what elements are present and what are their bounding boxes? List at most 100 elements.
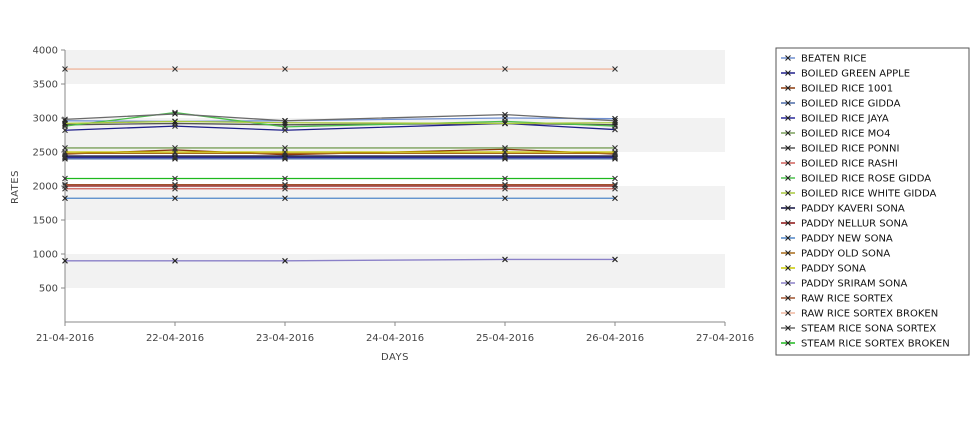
legend-label: BOILED RICE MO4: [801, 129, 891, 140]
legend-label: BEATEN RICE: [801, 54, 867, 65]
legend-swatch-marker: [785, 130, 791, 136]
y-tick-label: 2000: [33, 182, 58, 193]
x-tick-label: 22-04-2016: [146, 333, 204, 344]
data-point-marker: [612, 149, 618, 155]
series-boiled-rice-gidda: [62, 155, 618, 162]
data-point-marker: [502, 195, 508, 202]
x-tick-label: 23-04-2016: [256, 333, 314, 344]
data-point-marker: [502, 256, 508, 263]
legend-label: BOILED RICE WHITE GIDDA: [801, 189, 937, 200]
legend-item: BOILED RICE RASHI: [781, 159, 898, 170]
legend-item: BOILED RICE WHITE GIDDA: [781, 189, 937, 200]
grid-band: [65, 254, 725, 288]
data-point-marker: [62, 257, 68, 264]
legend-label: STEAM RICE SONA SORTEX: [801, 324, 936, 335]
legend-swatch-marker: [785, 175, 791, 181]
data-point-marker: [172, 195, 178, 202]
data-point-marker: [172, 149, 178, 155]
legend-label: PADDY OLD SONA: [801, 249, 890, 260]
legend-item: BOILED RICE MO4: [781, 129, 891, 140]
legend-label: RAW RICE SORTEX: [801, 294, 893, 305]
legend-swatch-marker: [785, 295, 791, 301]
legend-label: PADDY KAVERI SONA: [801, 204, 905, 215]
data-point-marker: [502, 181, 508, 188]
data-point-marker: [282, 181, 288, 188]
data-point-marker: [172, 175, 178, 182]
data-point-marker: [282, 117, 288, 124]
y-tick-label: 1500: [33, 216, 58, 227]
data-point-marker: [172, 181, 178, 188]
y-tick-label: 3500: [33, 80, 58, 91]
grid-band: [65, 50, 725, 84]
legend-item: RAW RICE SORTEX BROKEN: [781, 309, 938, 320]
legend-swatch-marker: [785, 145, 791, 151]
legend-item: PADDY NEW SONA: [781, 234, 893, 245]
data-point-marker: [502, 175, 508, 182]
x-tick-label: 27-04-2016: [696, 333, 754, 344]
y-tick-label: 2500: [33, 148, 58, 159]
legend-swatch-marker: [785, 280, 791, 286]
legend-label: PADDY SONA: [801, 264, 866, 275]
x-tick-label: 25-04-2016: [476, 333, 534, 344]
legend-swatch-marker: [785, 115, 791, 121]
legend-swatch-marker: [785, 55, 791, 61]
data-point-marker: [282, 175, 288, 182]
legend-swatch-marker: [785, 235, 791, 241]
series-paddy-sona: [62, 149, 618, 155]
legend-label: BOILED RICE JAYA: [801, 114, 889, 125]
legend-swatch-marker: [785, 190, 791, 196]
data-point-marker: [612, 150, 618, 157]
data-point-marker: [612, 175, 618, 182]
legend-item: PADDY KAVERI SONA: [781, 204, 905, 215]
data-point-marker: [612, 256, 618, 263]
legend-swatch-marker: [785, 205, 791, 211]
series-steam-rice-sortex-broken: [62, 175, 618, 182]
data-point-marker: [612, 117, 618, 124]
data-point-marker: [172, 111, 178, 117]
legend-swatch-marker: [785, 85, 791, 91]
legend-label: BOILED RICE GIDDA: [801, 99, 901, 110]
legend-box: [775, 47, 970, 356]
data-point-marker: [62, 175, 68, 182]
data-point-marker: [282, 66, 288, 72]
legend-swatch-marker: [785, 325, 791, 331]
legend-swatch-marker: [785, 220, 791, 226]
legend-item: PADDY SONA: [781, 264, 866, 275]
legend-label: RAW RICE SORTEX BROKEN: [801, 309, 938, 320]
data-point-marker: [172, 257, 178, 264]
legend-label: PADDY SRIRAM SONA: [801, 279, 908, 290]
series-boiled-rice-white-gidda: [62, 118, 618, 127]
grid-band: [65, 186, 725, 220]
legend-swatch-marker: [785, 250, 791, 256]
legend-item: BEATEN RICE: [781, 54, 867, 65]
legend-label: PADDY NELLUR SONA: [801, 219, 908, 230]
legend-swatch-marker: [785, 310, 791, 316]
series-paddy-new-sona: [62, 195, 618, 202]
legend-item: BOILED RICE ROSE GIDDA: [781, 174, 931, 185]
legend-swatch-marker: [785, 70, 791, 76]
legend-item: PADDY NELLUR SONA: [781, 219, 908, 230]
data-point-marker: [502, 66, 508, 72]
x-tick-label: 24-04-2016: [366, 333, 424, 344]
legend-label: BOILED RICE 1001: [801, 84, 893, 95]
data-point-marker: [62, 195, 68, 202]
legend-item: BOILED RICE 1001: [781, 84, 893, 95]
legend-item: RAW RICE SORTEX: [781, 294, 893, 305]
legend-label: BOILED RICE RASHI: [801, 159, 898, 170]
legend-item: STEAM RICE SORTEX BROKEN: [781, 339, 950, 350]
legend-item: PADDY SRIRAM SONA: [781, 279, 908, 290]
legend-label: BOILED GREEN APPLE: [801, 69, 910, 80]
y-tick-label: 3000: [33, 114, 58, 125]
legend-item: STEAM RICE SONA SORTEX: [781, 324, 936, 335]
y-axis-ticks: 500 1000 1500 2000 2500 3000 3500 4000: [33, 46, 65, 295]
data-point-marker: [282, 149, 288, 155]
legend-item: BOILED RICE GIDDA: [781, 99, 901, 110]
series-steam-rice-sona-sortex: [62, 111, 618, 124]
data-point-marker: [612, 66, 618, 72]
data-point-marker: [172, 118, 178, 125]
x-tick-label: 21-04-2016: [36, 333, 94, 344]
legend-item: BOILED GREEN APPLE: [781, 69, 910, 80]
legend-label: STEAM RICE SORTEX BROKEN: [801, 339, 950, 350]
data-point-marker: [502, 149, 508, 155]
